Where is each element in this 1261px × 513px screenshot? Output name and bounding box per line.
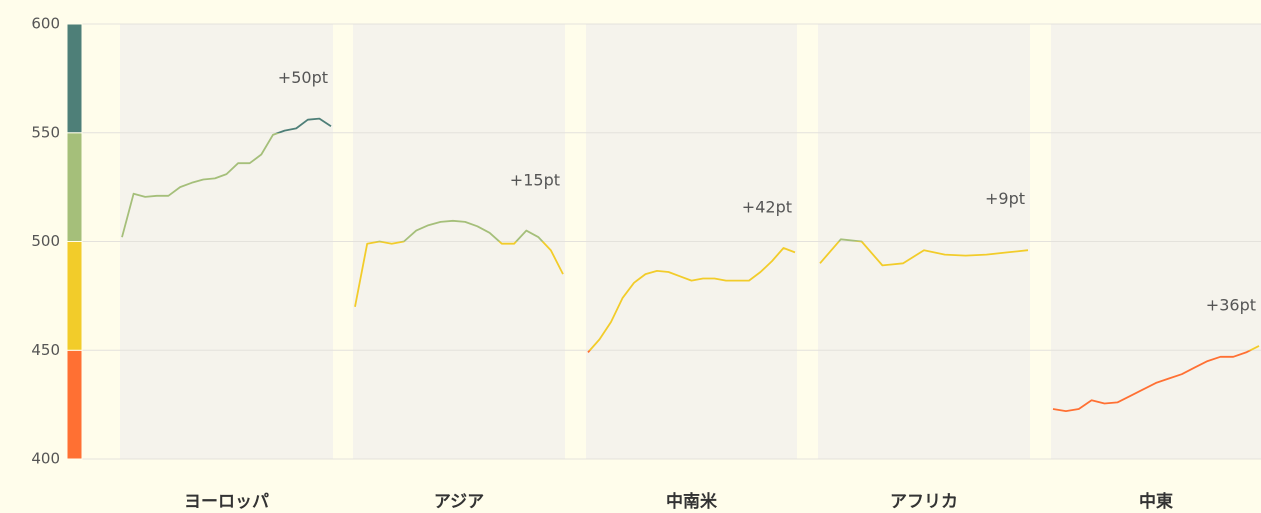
color-band <box>66 23 83 134</box>
series-line <box>819 238 1029 267</box>
annotation: +36pt <box>1206 295 1256 314</box>
category-label: 中南米 <box>666 491 718 512</box>
annotation: +42pt <box>742 198 792 217</box>
color-band <box>66 241 83 351</box>
category-label: アフリカ <box>890 492 958 512</box>
category-label: アジア <box>434 492 484 512</box>
y-tick-label: 500 <box>31 232 60 250</box>
y-tick-label: 400 <box>31 450 60 468</box>
y-tick-label: 450 <box>31 341 60 359</box>
annotation: +50pt <box>278 68 328 87</box>
category-label: 中東 <box>1139 491 1173 512</box>
annotation: +9pt <box>985 189 1025 208</box>
y-tick-label: 550 <box>31 123 60 141</box>
series-line <box>1052 345 1260 412</box>
color-band <box>66 132 83 242</box>
series-line <box>121 117 332 238</box>
annotation: +15pt <box>510 170 560 189</box>
series-line <box>587 247 796 353</box>
y-tick-label: 600 <box>31 15 60 33</box>
series-line <box>354 219 564 307</box>
color-band <box>66 349 83 460</box>
category-label: ヨーロッパ <box>184 492 269 512</box>
